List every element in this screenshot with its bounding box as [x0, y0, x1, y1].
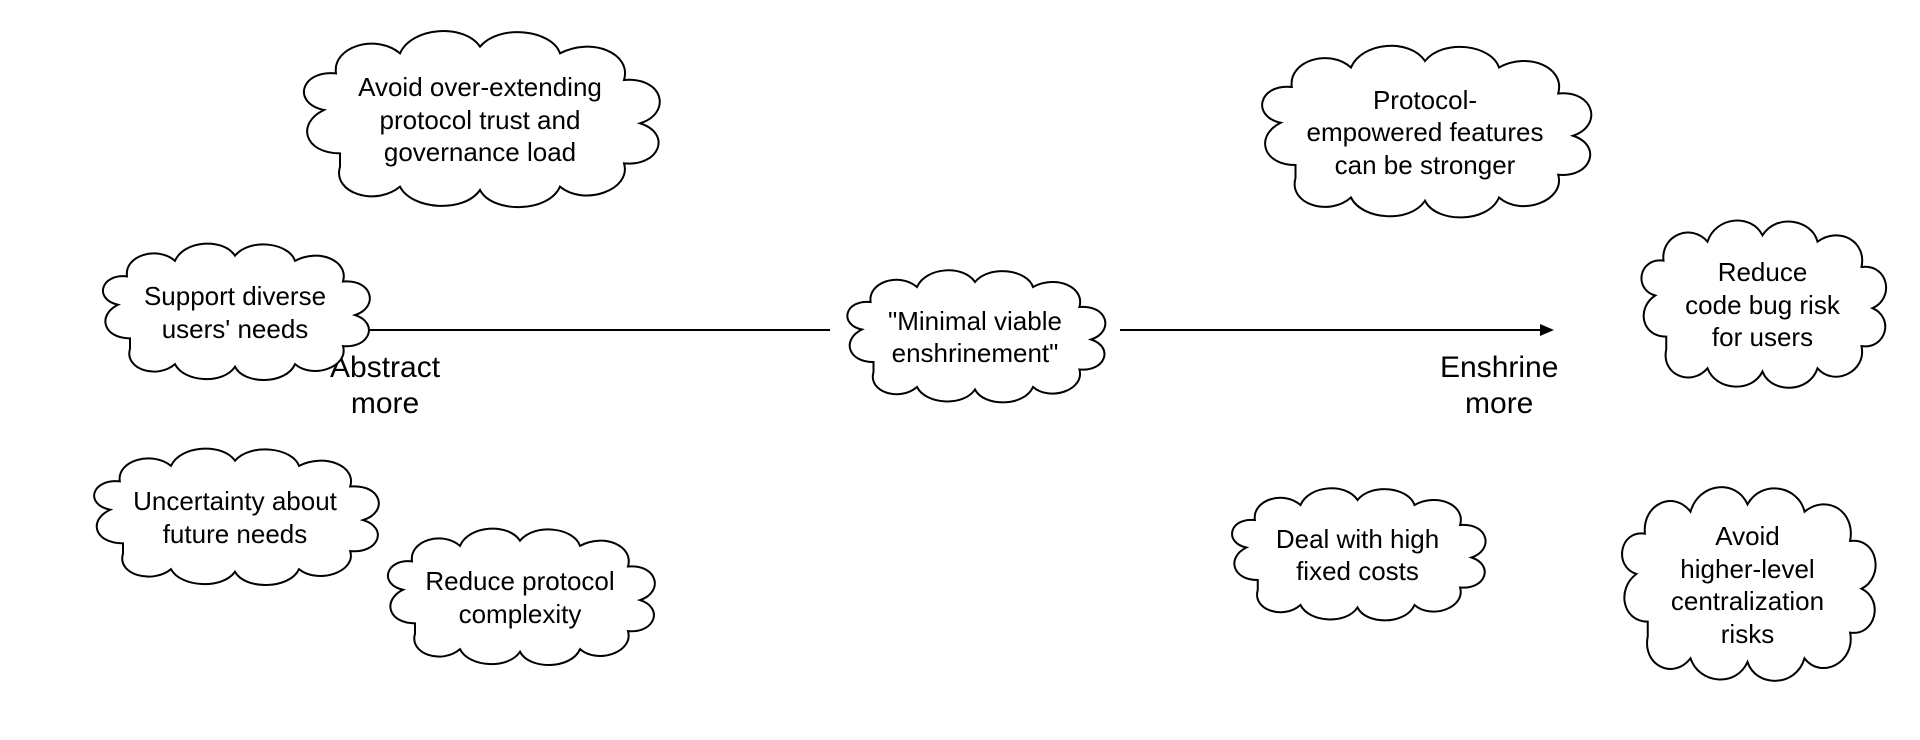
cloud-protocol-empowered: Protocol- empowered features can be stro… [1240, 35, 1610, 230]
axis-label-right: Enshrine more [1440, 350, 1558, 422]
cloud-label: Reduce protocol complexity [401, 565, 638, 630]
cloud-label: Deal with high fixed costs [1252, 523, 1463, 588]
cloud-label: Uncertainty about future needs [109, 485, 361, 550]
axis-arrow-right [1120, 324, 1560, 336]
center-cloud-label: "Minimal viable enshrinement" [864, 305, 1086, 370]
cloud-label: Reduce code bug risk for users [1661, 256, 1864, 354]
cloud-reduce-complexity: Reduce protocol complexity [370, 520, 670, 675]
cloud-avoid-centralization: Avoid higher-level centralization risks [1605, 475, 1890, 695]
cloud-reduce-code-bug: Reduce code bug risk for users [1625, 210, 1900, 400]
cloud-label: Protocol- empowered features can be stro… [1282, 84, 1567, 182]
cloud-deal-high-fixed: Deal with high fixed costs [1215, 480, 1500, 630]
cloud-uncertainty-future: Uncertainty about future needs [75, 440, 395, 595]
cloud-label: Support diverse users' needs [120, 280, 350, 345]
diagram-canvas: Abstract more Enshrine more "Minimal via… [0, 0, 1920, 740]
cloud-label: Avoid over-extending protocol trust and … [334, 71, 626, 169]
center-cloud: "Minimal viable enshrinement" [830, 262, 1120, 412]
cloud-label: Avoid higher-level centralization risks [1647, 520, 1848, 650]
axis-arrow-left [320, 324, 830, 336]
cloud-avoid-overextending: Avoid over-extending protocol trust and … [280, 20, 680, 220]
cloud-support-diverse: Support diverse users' needs [85, 235, 385, 390]
